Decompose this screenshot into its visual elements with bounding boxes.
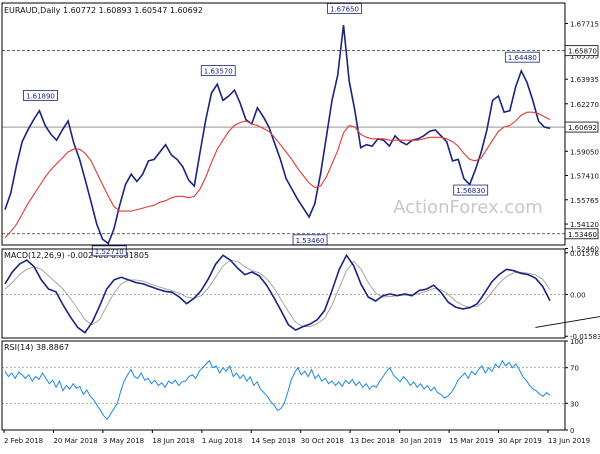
- price-tick-label: 1.52460: [570, 246, 599, 254]
- date-tick-label: 30 Apr 2019: [499, 437, 542, 445]
- macd-tick-label: 0.00: [570, 291, 586, 299]
- date-tick-label: 3 May 2018: [103, 437, 144, 445]
- price-annotation-box: [91, 245, 127, 257]
- price-tick-label: 1.62270: [570, 101, 599, 109]
- price-series-line: [4, 25, 551, 245]
- rsi-tick-label: 70: [570, 365, 579, 373]
- macd-tick-label: -0.015834: [570, 333, 600, 341]
- price-annotation-box: [453, 184, 489, 196]
- price-level-label: 1.53460: [568, 231, 597, 239]
- date-tick-label: 18 Jun 2018: [152, 437, 194, 445]
- price-annotation-label: 1.63570: [204, 68, 233, 76]
- price-tick-label: 1.59050: [570, 148, 599, 156]
- price-tick-label: 1.55765: [570, 197, 599, 205]
- price-annotation-box: [200, 65, 236, 77]
- date-axis: 2 Feb 2018 20 Mar 2018 3 May 2018 18 Jun 20…: [3, 430, 590, 445]
- macd-pane: 0.015767 0.00 -0.015834: [2, 250, 600, 341]
- rsi-pane-frame: [1, 340, 566, 431]
- macd-line: [4, 253, 551, 334]
- price-annotation-box: [23, 89, 58, 101]
- rsi-label: RSI(14) 38.8867: [4, 343, 69, 352]
- date-tick-label: 30 Oct 2018: [301, 437, 344, 445]
- price-tick-label: 1.63935: [570, 76, 599, 84]
- macd-tick-label: 0.015767: [570, 250, 600, 258]
- price-annotation-label: 1.61890: [26, 92, 55, 100]
- date-tick-label: 2 Feb 2018: [4, 437, 43, 445]
- macd-signal-line: [4, 259, 551, 328]
- date-tick-label: 20 Mar 2018: [53, 437, 97, 445]
- price-level-label: 1.65870: [568, 48, 597, 56]
- watermark: ActionForex.com: [393, 197, 543, 218]
- price-annotation-label: 1.64480: [508, 54, 537, 62]
- price-pane-frame: [1, 2, 566, 246]
- macd-pane-frame: [1, 248, 566, 339]
- price-annotation-label: 1.67650: [330, 5, 359, 13]
- price-tick-label: 1.57410: [570, 172, 599, 180]
- price-pane: 1.677151.655551.639351.622701.606151.590…: [2, 2, 599, 257]
- rsi-line: [4, 359, 551, 421]
- price-annotation-label: 1.53460: [296, 237, 325, 245]
- date-tick-label: 14 Sep 2018: [251, 437, 295, 445]
- rsi-tick-label: 30: [570, 400, 579, 408]
- date-tick-label: 13 Dec 2018: [350, 437, 395, 445]
- price-tick-label: 1.54120: [570, 221, 599, 229]
- price-tick-label: 1.65555: [570, 52, 599, 60]
- price-tick-label: 1.67715: [570, 20, 599, 28]
- date-tick-label: 1 Aug 2018: [202, 437, 242, 445]
- date-tick-label: 15 Mar 2019: [449, 437, 493, 445]
- price-annotation-label: 1.52710: [95, 248, 124, 256]
- moving-average-line: [4, 111, 551, 238]
- chart-title: EURAUD,Daily 1.60772 1.60893 1.60547 1.6…: [4, 6, 203, 15]
- current-price-label: 1.60692: [568, 124, 597, 132]
- price-annotation-box: [504, 51, 540, 63]
- macd-trendline: [535, 316, 600, 328]
- price-annotation-label: 1.56830: [456, 187, 485, 195]
- date-tick-label: 30 Jan 2019: [400, 437, 442, 445]
- date-tick-label: 13 Jun 2019: [548, 437, 590, 445]
- rsi-pane: 100 70 30 0: [2, 338, 583, 435]
- macd-label: MACD(12,26,9) -0.002408 0.001805: [4, 251, 149, 260]
- rsi-tick-label: 100: [570, 338, 583, 346]
- rsi-tick-label: 0: [570, 427, 574, 435]
